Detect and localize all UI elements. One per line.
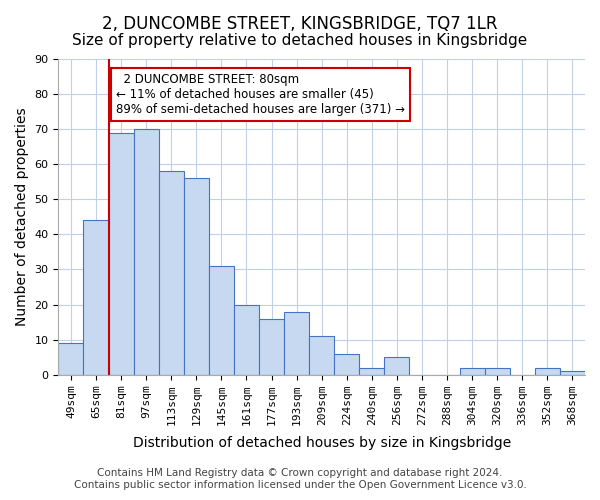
Bar	[58, 343, 83, 374]
X-axis label: Distribution of detached houses by size in Kingsbridge: Distribution of detached houses by size …	[133, 436, 511, 450]
Bar	[284, 312, 309, 374]
Bar	[485, 368, 510, 374]
Bar	[535, 368, 560, 374]
Bar	[159, 171, 184, 374]
Bar	[83, 220, 109, 374]
Text: 2 DUNCOMBE STREET: 80sqm
← 11% of detached houses are smaller (45)
89% of semi-d: 2 DUNCOMBE STREET: 80sqm ← 11% of detach…	[116, 73, 405, 116]
Bar	[134, 129, 159, 374]
Bar	[334, 354, 359, 374]
Bar	[209, 266, 234, 374]
Bar	[184, 178, 209, 374]
Bar	[359, 368, 385, 374]
Bar	[460, 368, 485, 374]
Text: 2, DUNCOMBE STREET, KINGSBRIDGE, TQ7 1LR: 2, DUNCOMBE STREET, KINGSBRIDGE, TQ7 1LR	[102, 15, 498, 33]
Bar	[309, 336, 334, 374]
Bar	[259, 318, 284, 374]
Text: Contains HM Land Registry data © Crown copyright and database right 2024.
Contai: Contains HM Land Registry data © Crown c…	[74, 468, 526, 490]
Bar	[109, 132, 134, 374]
Bar	[385, 357, 409, 374]
Y-axis label: Number of detached properties: Number of detached properties	[15, 108, 29, 326]
Text: Size of property relative to detached houses in Kingsbridge: Size of property relative to detached ho…	[73, 32, 527, 48]
Bar	[560, 371, 585, 374]
Bar	[234, 304, 259, 374]
